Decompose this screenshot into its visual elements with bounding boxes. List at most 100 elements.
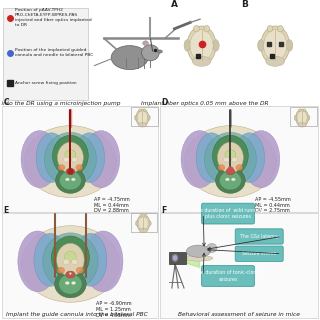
Text: Position of pAAV-TPH2
PRO-ChETA-EYFP-WPRES-PAS
injected and fiber optics implant: Position of pAAV-TPH2 PRO-ChETA-EYFP-WPR… (15, 8, 92, 27)
Ellipse shape (71, 178, 76, 181)
Ellipse shape (264, 30, 287, 61)
Ellipse shape (298, 123, 306, 127)
Text: F: F (162, 206, 167, 215)
Bar (169, 252, 186, 264)
Ellipse shape (71, 157, 77, 162)
Ellipse shape (261, 26, 290, 65)
Ellipse shape (83, 231, 123, 292)
Ellipse shape (204, 26, 210, 32)
Ellipse shape (57, 244, 84, 276)
Ellipse shape (296, 109, 308, 126)
Ellipse shape (303, 109, 306, 112)
Ellipse shape (54, 270, 86, 298)
Ellipse shape (220, 171, 241, 190)
Ellipse shape (143, 41, 148, 45)
Ellipse shape (139, 109, 141, 112)
Ellipse shape (141, 45, 159, 61)
Ellipse shape (138, 123, 147, 127)
Ellipse shape (223, 157, 229, 162)
Ellipse shape (60, 171, 81, 190)
Ellipse shape (57, 267, 65, 274)
Ellipse shape (135, 115, 137, 120)
Ellipse shape (66, 178, 69, 181)
Ellipse shape (187, 26, 216, 65)
FancyBboxPatch shape (235, 229, 283, 244)
Text: Seizure scores: Seizure scores (242, 251, 276, 256)
Ellipse shape (229, 170, 231, 172)
Text: Behavioral assessment of seizure in mice: Behavioral assessment of seizure in mice (179, 312, 300, 317)
Ellipse shape (234, 133, 265, 182)
Ellipse shape (58, 164, 65, 171)
Ellipse shape (204, 132, 256, 186)
Bar (131, 213, 157, 232)
Ellipse shape (216, 168, 245, 193)
Ellipse shape (136, 221, 138, 226)
Ellipse shape (21, 131, 58, 188)
Text: Anchor screw fixing position: Anchor screw fixing position (15, 81, 76, 84)
Ellipse shape (18, 231, 58, 292)
Ellipse shape (196, 133, 227, 182)
Text: C: C (3, 98, 9, 107)
Ellipse shape (207, 244, 217, 252)
Ellipse shape (218, 142, 243, 173)
Ellipse shape (66, 168, 75, 175)
Text: The duration of  wild running
plus clonic seizures: The duration of wild running plus clonic… (194, 208, 262, 219)
FancyBboxPatch shape (202, 266, 254, 286)
Ellipse shape (52, 236, 89, 279)
Bar (290, 107, 317, 126)
Ellipse shape (212, 135, 248, 176)
Ellipse shape (186, 245, 211, 257)
Ellipse shape (21, 226, 119, 302)
Ellipse shape (25, 126, 116, 197)
Text: D: D (162, 98, 168, 107)
Ellipse shape (299, 109, 301, 112)
Ellipse shape (226, 168, 235, 175)
Ellipse shape (307, 115, 310, 120)
Bar (160, 213, 318, 318)
Ellipse shape (69, 272, 71, 275)
Bar (2, 106, 158, 212)
Ellipse shape (258, 40, 264, 51)
Ellipse shape (213, 40, 219, 51)
Text: Implant fiber optics 0.05 mm above the DR: Implant fiber optics 0.05 mm above the D… (141, 101, 268, 106)
Ellipse shape (172, 255, 178, 261)
Ellipse shape (157, 50, 163, 53)
Ellipse shape (136, 109, 149, 126)
Ellipse shape (52, 135, 88, 176)
Bar (2, 213, 158, 318)
Ellipse shape (231, 178, 236, 181)
Ellipse shape (148, 115, 150, 120)
Text: Position of the implanted guided
cannula and needle to bilateral PBC: Position of the implanted guided cannula… (15, 48, 93, 57)
Ellipse shape (181, 131, 218, 188)
Ellipse shape (286, 40, 293, 51)
Ellipse shape (294, 115, 297, 120)
Ellipse shape (137, 111, 148, 125)
Ellipse shape (192, 56, 211, 66)
FancyBboxPatch shape (235, 246, 283, 261)
Bar (131, 107, 158, 126)
Ellipse shape (243, 131, 280, 188)
Ellipse shape (144, 214, 147, 217)
Ellipse shape (43, 233, 98, 290)
Ellipse shape (137, 215, 150, 232)
Ellipse shape (190, 30, 213, 61)
Bar (160, 106, 318, 212)
Text: B: B (242, 0, 248, 9)
Ellipse shape (66, 271, 75, 278)
Text: The duration of tonic-clonic
seizures: The duration of tonic-clonic seizures (195, 270, 261, 282)
Ellipse shape (139, 228, 148, 233)
Ellipse shape (63, 157, 69, 162)
Ellipse shape (184, 255, 213, 261)
Ellipse shape (34, 233, 67, 286)
Ellipse shape (143, 109, 146, 112)
Ellipse shape (83, 131, 120, 188)
Text: AP = -4.55mm
ML = 0.44mm
DV = 2.75mm: AP = -4.55mm ML = 0.44mm DV = 2.75mm (255, 197, 291, 213)
Ellipse shape (63, 259, 69, 265)
Text: A: A (171, 0, 178, 9)
Ellipse shape (194, 26, 199, 32)
Ellipse shape (56, 168, 85, 193)
Ellipse shape (65, 150, 76, 160)
Ellipse shape (58, 142, 83, 173)
Ellipse shape (277, 26, 283, 32)
Ellipse shape (65, 281, 69, 284)
